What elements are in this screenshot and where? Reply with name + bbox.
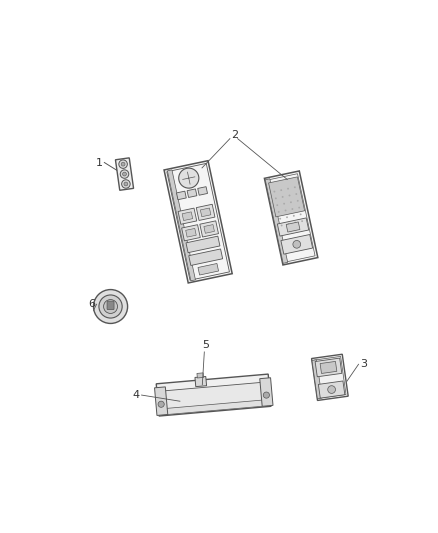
Polygon shape [286, 222, 300, 232]
FancyBboxPatch shape [107, 301, 114, 310]
Text: 4: 4 [133, 390, 140, 400]
Text: 1: 1 [96, 158, 103, 167]
Circle shape [287, 188, 289, 190]
Polygon shape [182, 212, 193, 221]
Polygon shape [200, 221, 219, 237]
Circle shape [293, 240, 300, 248]
Polygon shape [204, 224, 215, 233]
Circle shape [294, 222, 296, 223]
Circle shape [293, 215, 295, 217]
Polygon shape [311, 354, 348, 400]
Text: 3: 3 [360, 359, 367, 369]
Polygon shape [161, 382, 267, 413]
Polygon shape [312, 360, 322, 399]
Polygon shape [196, 204, 215, 221]
Circle shape [286, 216, 288, 218]
Circle shape [328, 386, 336, 393]
Circle shape [283, 203, 285, 205]
Circle shape [287, 223, 290, 225]
Circle shape [275, 197, 277, 199]
Polygon shape [186, 229, 196, 237]
Polygon shape [198, 263, 219, 275]
Polygon shape [315, 358, 342, 377]
Polygon shape [265, 179, 288, 263]
Circle shape [285, 209, 286, 212]
Polygon shape [281, 235, 313, 254]
Circle shape [279, 218, 281, 220]
Polygon shape [195, 376, 207, 386]
Polygon shape [116, 158, 134, 190]
Circle shape [99, 295, 122, 318]
Text: 5: 5 [202, 341, 209, 350]
Circle shape [273, 191, 276, 192]
Polygon shape [318, 381, 345, 398]
Circle shape [298, 207, 300, 208]
Polygon shape [178, 208, 197, 224]
Polygon shape [200, 208, 211, 217]
Polygon shape [162, 400, 268, 415]
Circle shape [291, 208, 293, 210]
Polygon shape [265, 171, 318, 265]
Polygon shape [260, 378, 273, 406]
Circle shape [281, 224, 283, 227]
Polygon shape [189, 249, 223, 265]
Circle shape [103, 300, 117, 313]
Circle shape [295, 193, 297, 195]
Circle shape [124, 182, 128, 186]
Polygon shape [164, 160, 232, 283]
Circle shape [263, 392, 269, 398]
Polygon shape [187, 189, 197, 197]
Polygon shape [156, 374, 271, 416]
Polygon shape [320, 361, 337, 374]
Circle shape [119, 160, 127, 168]
Polygon shape [177, 191, 186, 200]
Polygon shape [198, 187, 208, 195]
Text: 6: 6 [88, 299, 95, 309]
Polygon shape [197, 373, 204, 378]
Circle shape [297, 200, 299, 201]
Polygon shape [155, 387, 168, 415]
Circle shape [294, 187, 296, 188]
Circle shape [158, 401, 164, 407]
Polygon shape [277, 218, 309, 236]
Circle shape [278, 211, 280, 213]
Text: 2: 2 [231, 130, 239, 140]
Polygon shape [268, 177, 305, 217]
Circle shape [280, 189, 282, 191]
Circle shape [276, 204, 278, 206]
Circle shape [282, 196, 283, 198]
Circle shape [290, 201, 292, 203]
Polygon shape [186, 236, 220, 253]
Circle shape [301, 220, 303, 222]
Circle shape [122, 180, 130, 188]
Circle shape [93, 289, 127, 324]
Polygon shape [182, 225, 200, 241]
Circle shape [120, 170, 129, 179]
Circle shape [121, 162, 125, 166]
Polygon shape [167, 170, 195, 281]
Circle shape [300, 213, 302, 215]
Circle shape [289, 195, 290, 196]
Circle shape [179, 168, 199, 188]
Circle shape [123, 172, 127, 176]
